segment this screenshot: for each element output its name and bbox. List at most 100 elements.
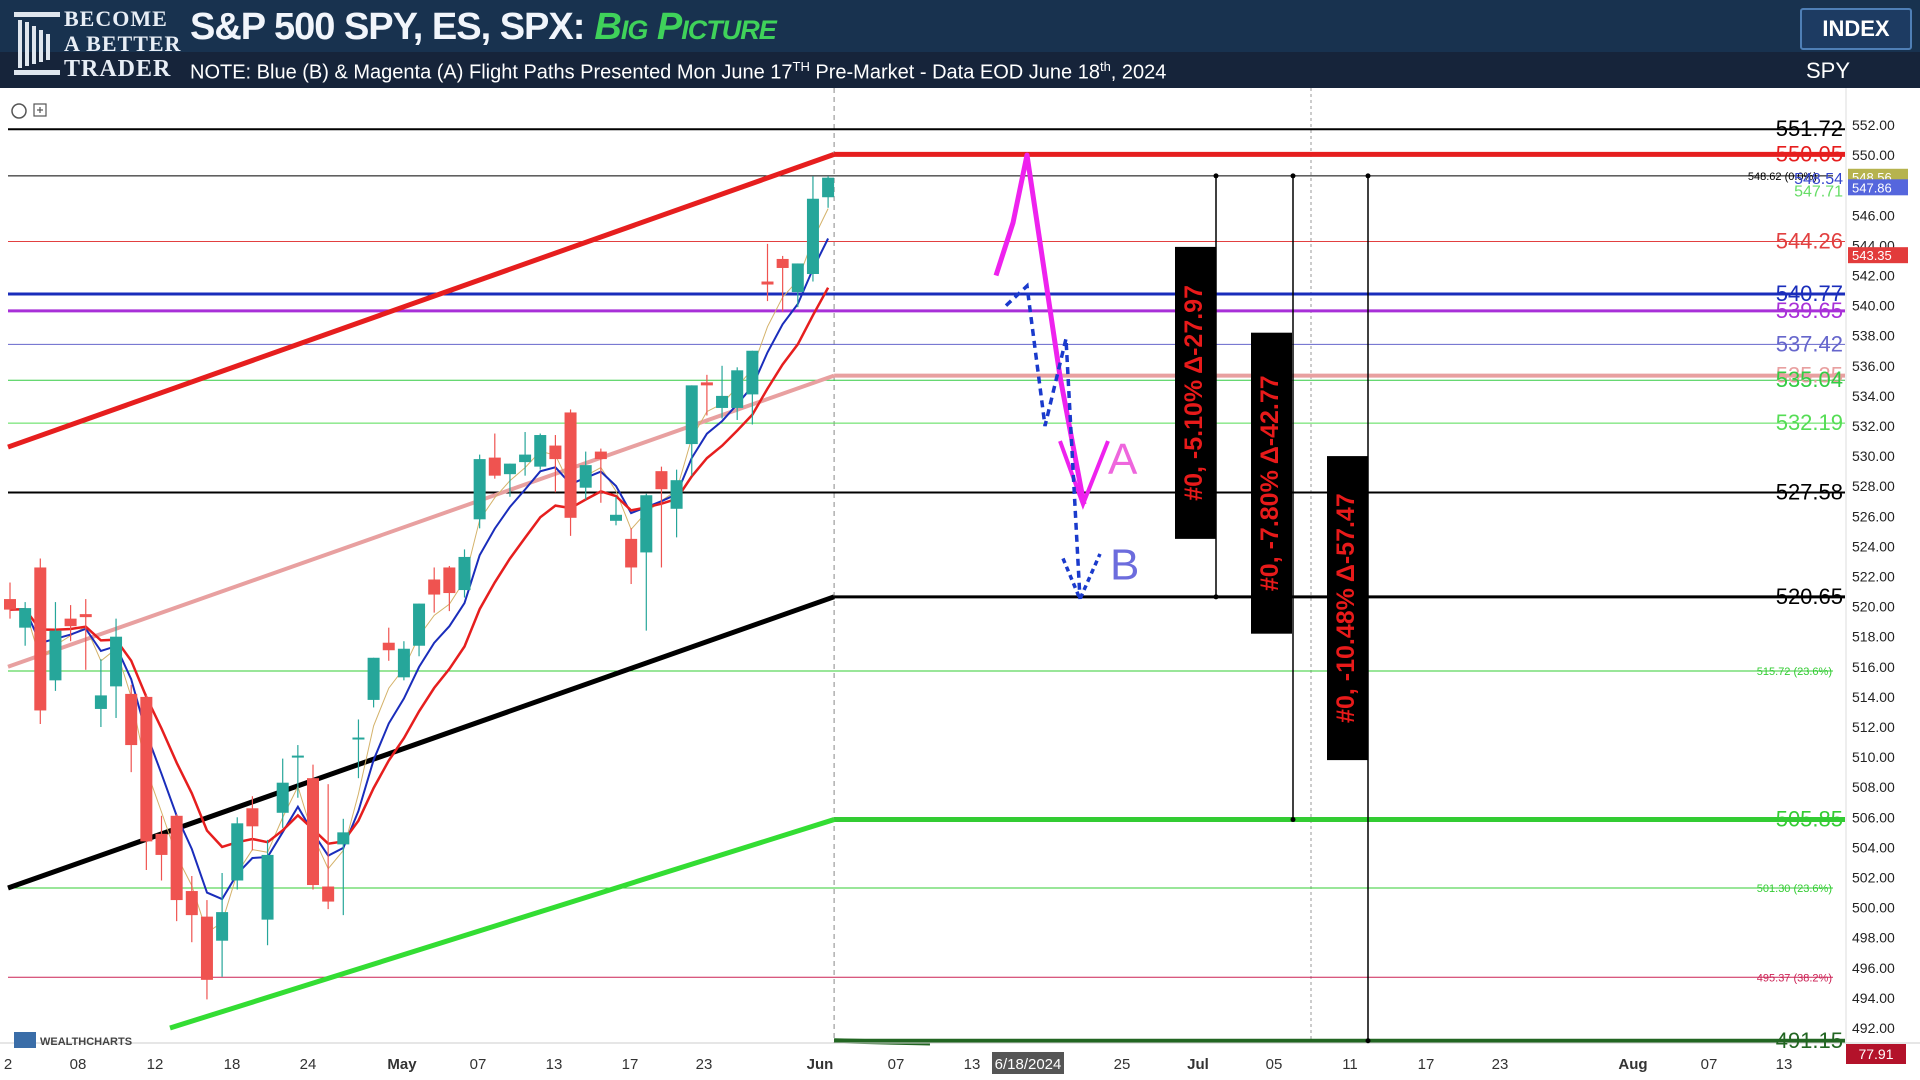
annotation-a: A xyxy=(1108,435,1138,484)
y-tick-label: 498.00 xyxy=(1852,930,1895,946)
candle-body xyxy=(776,258,789,268)
level-label-11: 532.19 xyxy=(1776,410,1843,435)
candle-body xyxy=(382,642,395,651)
candle-body xyxy=(64,618,77,627)
x-tick-label: Jul xyxy=(1187,1056,1209,1073)
x-tick-label: 25 xyxy=(1114,1056,1131,1073)
candle-body xyxy=(670,480,683,509)
candle-body xyxy=(428,579,441,595)
blue-flight-path xyxy=(1004,282,1082,600)
brand-line-2: A BETTER xyxy=(64,31,182,56)
index-button[interactable]: INDEX xyxy=(1800,8,1912,50)
y-tick-label: 528.00 xyxy=(1852,478,1895,494)
candle-body xyxy=(579,465,592,488)
price-tag-2 xyxy=(1848,179,1908,196)
level-label-12: 527.58 xyxy=(1776,480,1843,505)
candle-body xyxy=(549,445,562,460)
page-title: S&P 500 SPY, ES, SPX: Big Picture xyxy=(190,6,777,49)
candle-body xyxy=(746,350,759,395)
measure-box-label-2: #0, -10.48% Δ-57.47 xyxy=(1332,493,1360,723)
x-tick-label: May xyxy=(387,1056,417,1073)
annotation-b: B xyxy=(1110,541,1139,590)
candle-body xyxy=(640,495,653,553)
candle-body xyxy=(685,385,698,445)
add-indicator-icon[interactable] xyxy=(33,103,47,117)
title-accent: Big Picture xyxy=(594,6,776,48)
x-tick-label: 2 xyxy=(4,1056,12,1073)
candle-body xyxy=(534,435,547,467)
measure-dot-top xyxy=(1213,173,1219,179)
candle-body xyxy=(125,693,138,746)
note-sup-2: th xyxy=(1099,59,1111,74)
green-channel-line xyxy=(169,817,835,1031)
current-date-label: 6/18/2024 xyxy=(995,1056,1062,1073)
magenta-arrow-head xyxy=(1058,440,1110,510)
x-tick-label: 17 xyxy=(1418,1056,1435,1073)
note-suffix: , 2024 xyxy=(1110,61,1167,84)
y-tick-label: 526.00 xyxy=(1852,508,1895,524)
x-tick-label: Aug xyxy=(1618,1056,1647,1073)
brand-line-3: TRADER xyxy=(64,56,172,82)
price-chart[interactable]: A B #0, -5.10% Δ-27.97 #0, -7.80% Δ-42.77 #… xyxy=(0,88,1920,1080)
measure-dot-bottom xyxy=(1213,594,1219,600)
x-tick-label: Jun xyxy=(807,1056,834,1073)
y-tick-label: 518.00 xyxy=(1852,629,1895,645)
red-channel-line xyxy=(7,151,835,450)
candle-body xyxy=(458,556,471,591)
x-tick-label: 07 xyxy=(888,1056,905,1073)
measure-dot-bottom xyxy=(1365,1038,1371,1044)
x-tick-label: 07 xyxy=(1701,1056,1718,1073)
y-tick-label: 500.00 xyxy=(1852,900,1895,916)
level-label-10: 535.04 xyxy=(1776,367,1843,392)
x-tick-label: 07 xyxy=(470,1056,487,1073)
candle-body xyxy=(216,912,229,941)
candle-body xyxy=(352,737,365,740)
candle-body xyxy=(655,471,668,490)
candle-body xyxy=(261,854,274,920)
level-label-4: 547.71 xyxy=(1794,184,1843,201)
candle-body xyxy=(337,832,350,845)
candle-body xyxy=(519,454,532,463)
y-tick-label: 536.00 xyxy=(1852,358,1895,374)
y-tick-label: 502.00 xyxy=(1852,870,1895,886)
candle-body xyxy=(200,916,213,980)
settings-icon[interactable] xyxy=(11,103,27,119)
bottom-right-tag xyxy=(1846,1044,1906,1064)
level-label-1: 550.05 xyxy=(1776,141,1843,166)
x-tick-label: 17 xyxy=(622,1056,639,1073)
x-tick-label: 12 xyxy=(147,1056,164,1073)
candle-body xyxy=(94,695,107,709)
flag-icon xyxy=(14,12,60,75)
level-label-0: 551.72 xyxy=(1776,116,1843,141)
y-tick-label: 530.00 xyxy=(1852,448,1895,464)
candle-body xyxy=(307,778,319,886)
brand-logo: BECOME A BETTER TRADER xyxy=(14,6,184,84)
y-tick-label: 524.00 xyxy=(1852,538,1895,554)
note-sup-1: TH xyxy=(792,59,810,74)
candle-body xyxy=(49,630,62,681)
measure-box-2 xyxy=(1327,456,1368,761)
x-tick-label: 13 xyxy=(964,1056,981,1073)
chart-background xyxy=(0,88,1920,1080)
y-tick-label: 520.00 xyxy=(1852,599,1895,615)
level-label-5: 544.26 xyxy=(1776,228,1843,253)
candle-body xyxy=(806,198,819,274)
y-tick-label: 546.00 xyxy=(1852,207,1895,223)
y-tick-label: 494.00 xyxy=(1852,990,1895,1006)
y-tick-label: 550.00 xyxy=(1852,147,1895,163)
y-tick-label: 534.00 xyxy=(1852,388,1895,404)
candle-body xyxy=(822,177,835,198)
candle-body xyxy=(731,370,744,408)
x-tick-label: 08 xyxy=(70,1056,87,1073)
level-label-8: 537.42 xyxy=(1776,331,1843,356)
measure-box-1 xyxy=(1251,332,1292,634)
title-text: S&P 500 SPY, ES, SPX: xyxy=(190,6,585,48)
x-tick-label: 24 xyxy=(300,1056,317,1073)
y-tick-label: 542.00 xyxy=(1852,268,1895,284)
candle-body xyxy=(19,608,32,628)
candle-body xyxy=(246,808,259,827)
level-label-9: 535.35 xyxy=(1776,363,1843,388)
price-tag-1 xyxy=(1848,247,1908,264)
measure-dot-bottom xyxy=(1290,817,1296,823)
x-tick-label: 05 xyxy=(1266,1056,1283,1073)
